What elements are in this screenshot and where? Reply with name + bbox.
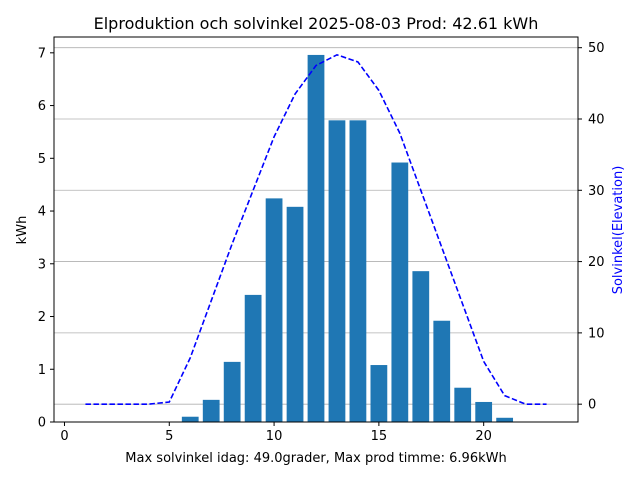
y2-tick-label: 50	[588, 41, 605, 56]
chart-title: Elproduktion och solvinkel 2025-08-03 Pr…	[94, 14, 539, 33]
y-tick-label: 2	[38, 310, 46, 325]
y-tick-label: 5	[38, 152, 46, 167]
y-tick-label: 0	[38, 416, 46, 431]
bar	[223, 361, 241, 422]
x-tick-label: 0	[60, 429, 68, 444]
x-axis-label: Max solvinkel idag: 49.0grader, Max prod…	[125, 451, 506, 466]
bar	[265, 198, 283, 422]
plot-frame	[53, 36, 579, 423]
bar	[307, 54, 325, 422]
bars	[181, 54, 514, 422]
y2-tick-label: 20	[588, 255, 605, 270]
y2-axis-label: Solvinkel(Elevation)	[611, 166, 626, 295]
bar	[412, 271, 430, 422]
y-axis-label: kWh	[15, 216, 30, 245]
bar	[202, 399, 220, 422]
y-tick-label: 4	[38, 205, 46, 220]
x-tick-label: 10	[266, 429, 283, 444]
y-axis-ticks: 0 1 2 3 4 5 6 7	[38, 46, 54, 431]
x-tick-label: 20	[475, 429, 492, 444]
bar	[349, 120, 367, 422]
x-axis-ticks: 0 5 10 15 20	[60, 422, 492, 444]
y2-tick-label: 40	[588, 112, 605, 127]
x-tick-label: 15	[371, 429, 388, 444]
bar	[244, 294, 262, 422]
y-tick-label: 1	[38, 363, 46, 378]
y2-tick-label: 0	[588, 398, 596, 413]
y2-axis-ticks: 0 10 20 30 40 50	[578, 41, 605, 413]
bar	[286, 206, 304, 422]
bar	[454, 387, 472, 422]
y2-tick-label: 30	[588, 184, 605, 199]
bar	[328, 120, 346, 422]
x-tick-label: 5	[165, 429, 173, 444]
y-tick-label: 3	[38, 257, 46, 272]
bar	[181, 416, 199, 422]
y-tick-label: 6	[38, 99, 46, 114]
y2-tick-label: 10	[588, 326, 605, 341]
bar	[496, 417, 514, 422]
bar	[370, 365, 388, 422]
y-tick-label: 7	[38, 46, 46, 61]
bar	[391, 162, 409, 422]
bar	[433, 320, 451, 422]
bar	[475, 401, 493, 422]
elevation-line	[85, 53, 547, 405]
